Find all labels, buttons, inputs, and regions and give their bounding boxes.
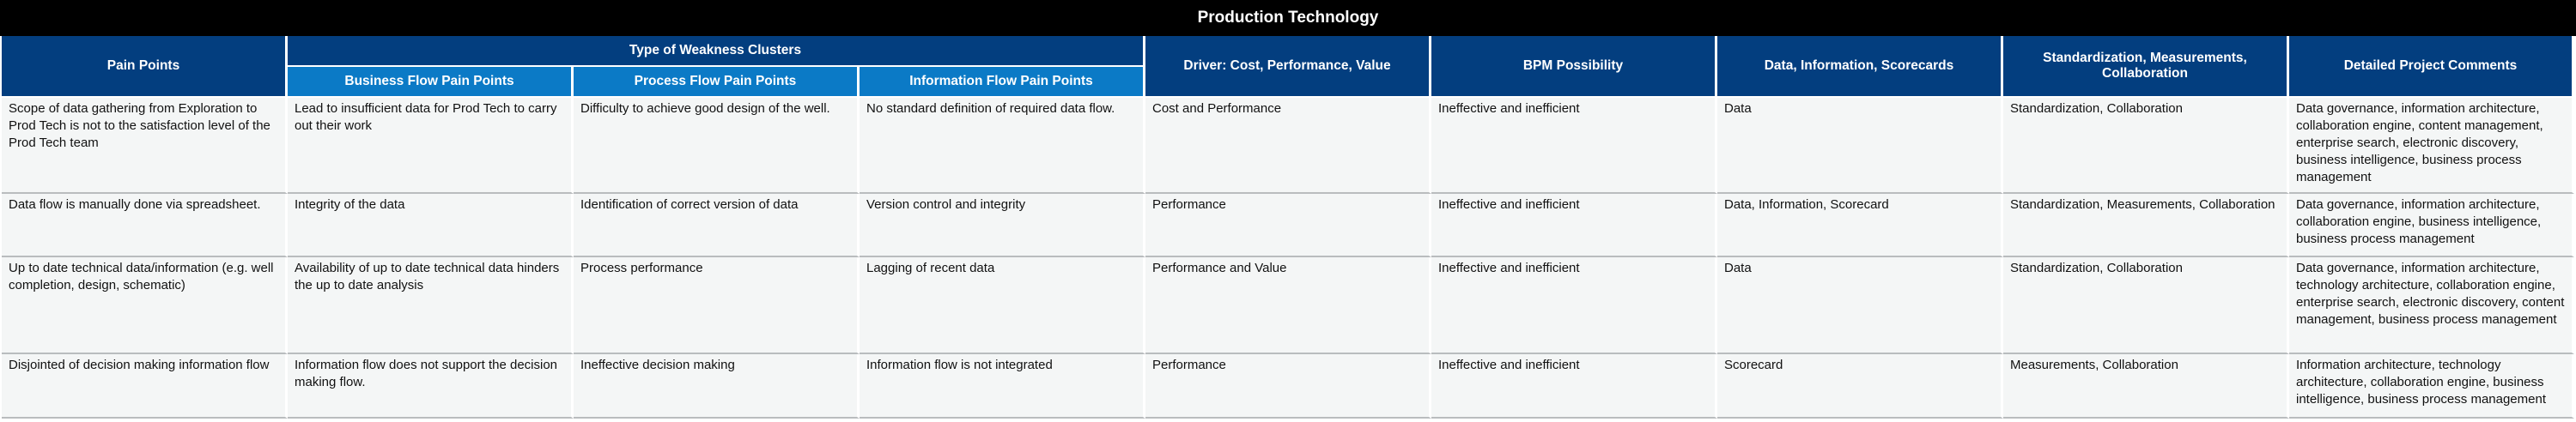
- cell-driver: Performance and Value: [1145, 257, 1431, 354]
- header-business-flow: Business Flow Pain Points: [288, 67, 574, 98]
- cell-standardization: Standardization, Collaboration: [2003, 257, 2289, 354]
- table-row: Disjointed of decision making informatio…: [2, 354, 2574, 419]
- cell-bpm: Ineffective and inefficient: [1431, 354, 1717, 419]
- cell-standardization: Standardization, Measurements, Collabora…: [2003, 194, 2289, 257]
- cell-driver: Performance: [1145, 194, 1431, 257]
- header-pain-points: Pain Points: [2, 36, 288, 98]
- cell-information-flow: Information flow is not integrated: [860, 354, 1145, 419]
- cell-business-flow: Lead to insufficient data for Prod Tech …: [288, 98, 574, 194]
- cell-pain-point: Data flow is manually done via spreadshe…: [2, 194, 288, 257]
- header-driver: Driver: Cost, Performance, Value: [1145, 36, 1431, 98]
- cell-pain-point: Disjointed of decision making informatio…: [2, 354, 288, 419]
- cell-business-flow: Integrity of the data: [288, 194, 574, 257]
- cell-data-info: Data: [1717, 257, 2003, 354]
- cell-bpm: Ineffective and inefficient: [1431, 257, 1717, 354]
- cell-comments: Data governance, information architectur…: [2289, 98, 2574, 194]
- cell-pain-point: Scope of data gathering from Exploration…: [2, 98, 288, 194]
- table-row: Scope of data gathering from Exploration…: [2, 98, 2574, 194]
- header-standardization: Standardization, Measurements, Collabora…: [2003, 36, 2289, 98]
- cell-comments: Information architecture, technology arc…: [2289, 354, 2574, 419]
- cell-business-flow: Information flow does not support the de…: [288, 354, 574, 419]
- table-header: Pain Points Type of Weakness Clusters Dr…: [2, 36, 2574, 98]
- header-data-information-scorecards: Data, Information, Scorecards: [1717, 36, 2003, 98]
- cell-process-flow: Identification of correct version of dat…: [574, 194, 860, 257]
- cell-data-info: Data, Information, Scorecard: [1717, 194, 2003, 257]
- header-detailed-comments: Detailed Project Comments: [2289, 36, 2574, 98]
- cell-standardization: Measurements, Collaboration: [2003, 354, 2289, 419]
- cell-process-flow: Ineffective decision making: [574, 354, 860, 419]
- table-row: Data flow is manually done via spreadshe…: [2, 194, 2574, 257]
- table-body: Scope of data gathering from Exploration…: [2, 98, 2574, 419]
- cell-information-flow: Lagging of recent data: [860, 257, 1145, 354]
- cell-information-flow: Version control and integrity: [860, 194, 1145, 257]
- cell-data-info: Data: [1717, 98, 2003, 194]
- pain-points-table: Pain Points Type of Weakness Clusters Dr…: [2, 36, 2574, 419]
- cell-business-flow: Availability of up to date technical dat…: [288, 257, 574, 354]
- header-process-flow: Process Flow Pain Points: [574, 67, 860, 98]
- cell-data-info: Scorecard: [1717, 354, 2003, 419]
- cell-information-flow: No standard definition of required data …: [860, 98, 1145, 194]
- cell-pain-point: Up to date technical data/information (e…: [2, 257, 288, 354]
- table-row: Up to date technical data/information (e…: [2, 257, 2574, 354]
- cell-comments: Data governance, information architectur…: [2289, 194, 2574, 257]
- header-bpm-possibility: BPM Possibility: [1431, 36, 1717, 98]
- cell-process-flow: Process performance: [574, 257, 860, 354]
- table-title: Production Technology: [0, 0, 2576, 36]
- cell-comments: Data governance, information architectur…: [2289, 257, 2574, 354]
- cell-driver: Cost and Performance: [1145, 98, 1431, 194]
- header-information-flow: Information Flow Pain Points: [860, 67, 1145, 98]
- cell-standardization: Standardization, Collaboration: [2003, 98, 2289, 194]
- cell-bpm: Ineffective and inefficient: [1431, 98, 1717, 194]
- cell-process-flow: Difficulty to achieve good design of the…: [574, 98, 860, 194]
- cell-bpm: Ineffective and inefficient: [1431, 194, 1717, 257]
- header-weakness-clusters: Type of Weakness Clusters: [288, 36, 1145, 67]
- cell-driver: Performance: [1145, 354, 1431, 419]
